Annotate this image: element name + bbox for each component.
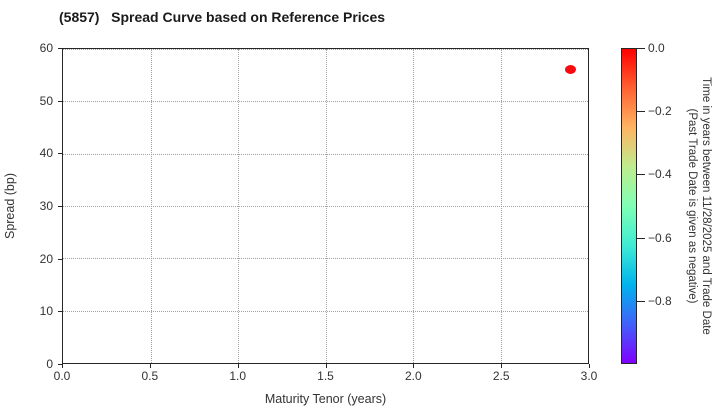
gridline-horizontal (63, 258, 588, 260)
x-tick-label: 3.0 (580, 369, 598, 383)
plot-area (62, 48, 589, 364)
colorbar-tick-label: −0.6 (648, 230, 672, 245)
y-tick-mark (58, 100, 62, 102)
y-tick-mark (58, 258, 62, 260)
gridline-horizontal (63, 206, 588, 207)
x-tick-label: 1.5 (317, 369, 334, 383)
colorbar-tick-label: −0.8 (648, 293, 672, 308)
y-tick-mark (58, 311, 62, 313)
colorbar-tick-label: −0.4 (648, 167, 672, 182)
x-axis-label: Maturity Tenor (years) (264, 392, 387, 406)
y-tick-mark (58, 364, 62, 365)
x-tick-mark (237, 364, 239, 368)
colorbar-label: Time in years between 11/28/2025 and Tra… (685, 36, 713, 376)
y-tick-label: 40 (39, 146, 53, 161)
gridline-horizontal (63, 310, 588, 312)
colorbar-tick-mark (637, 174, 645, 176)
x-tick-mark (589, 364, 590, 368)
y-tick-label: 20 (39, 251, 53, 266)
gridline-horizontal (63, 101, 588, 103)
colorbar-tick-mark (637, 300, 645, 302)
colorbar-tick-label: 0.0 (648, 41, 665, 55)
colorbar-label-line1: Time in years between 11/28/2025 and Tra… (700, 77, 712, 335)
x-tick-mark (325, 364, 327, 368)
x-tick-mark (149, 364, 151, 368)
x-tick-mark (501, 364, 503, 368)
x-tick-label: 0.0 (53, 369, 71, 383)
y-tick-mark (58, 153, 62, 155)
y-tick-mark (58, 48, 62, 49)
chart-title: (5857) Spread Curve based on Reference P… (59, 9, 386, 25)
y-tick-label: 30 (39, 199, 53, 213)
data-point (565, 64, 577, 74)
y-tick-label: 50 (39, 93, 53, 108)
x-tick-mark (62, 364, 63, 368)
y-tick-label: 60 (39, 41, 53, 55)
colorbar-tick-mark (637, 48, 645, 49)
gridline-horizontal (63, 153, 588, 155)
colorbar-tick-mark (637, 237, 645, 239)
y-tick-label: 0 (46, 357, 53, 371)
colorbar-tick-mark (637, 111, 645, 113)
gridline-horizontal (63, 49, 588, 50)
x-tick-mark (413, 364, 415, 368)
y-tick-mark (58, 206, 62, 207)
colorbar (621, 48, 637, 364)
x-tick-label: 0.5 (141, 369, 159, 383)
colorbar-tick-label: −0.2 (648, 104, 672, 119)
x-tick-label: 2.0 (404, 369, 422, 383)
x-tick-label: 1.0 (229, 369, 246, 383)
x-tick-label: 2.5 (492, 369, 510, 383)
y-tick-label: 10 (39, 304, 53, 319)
colorbar-label-line2: (Past Trade Date is given as negative) (686, 108, 698, 304)
